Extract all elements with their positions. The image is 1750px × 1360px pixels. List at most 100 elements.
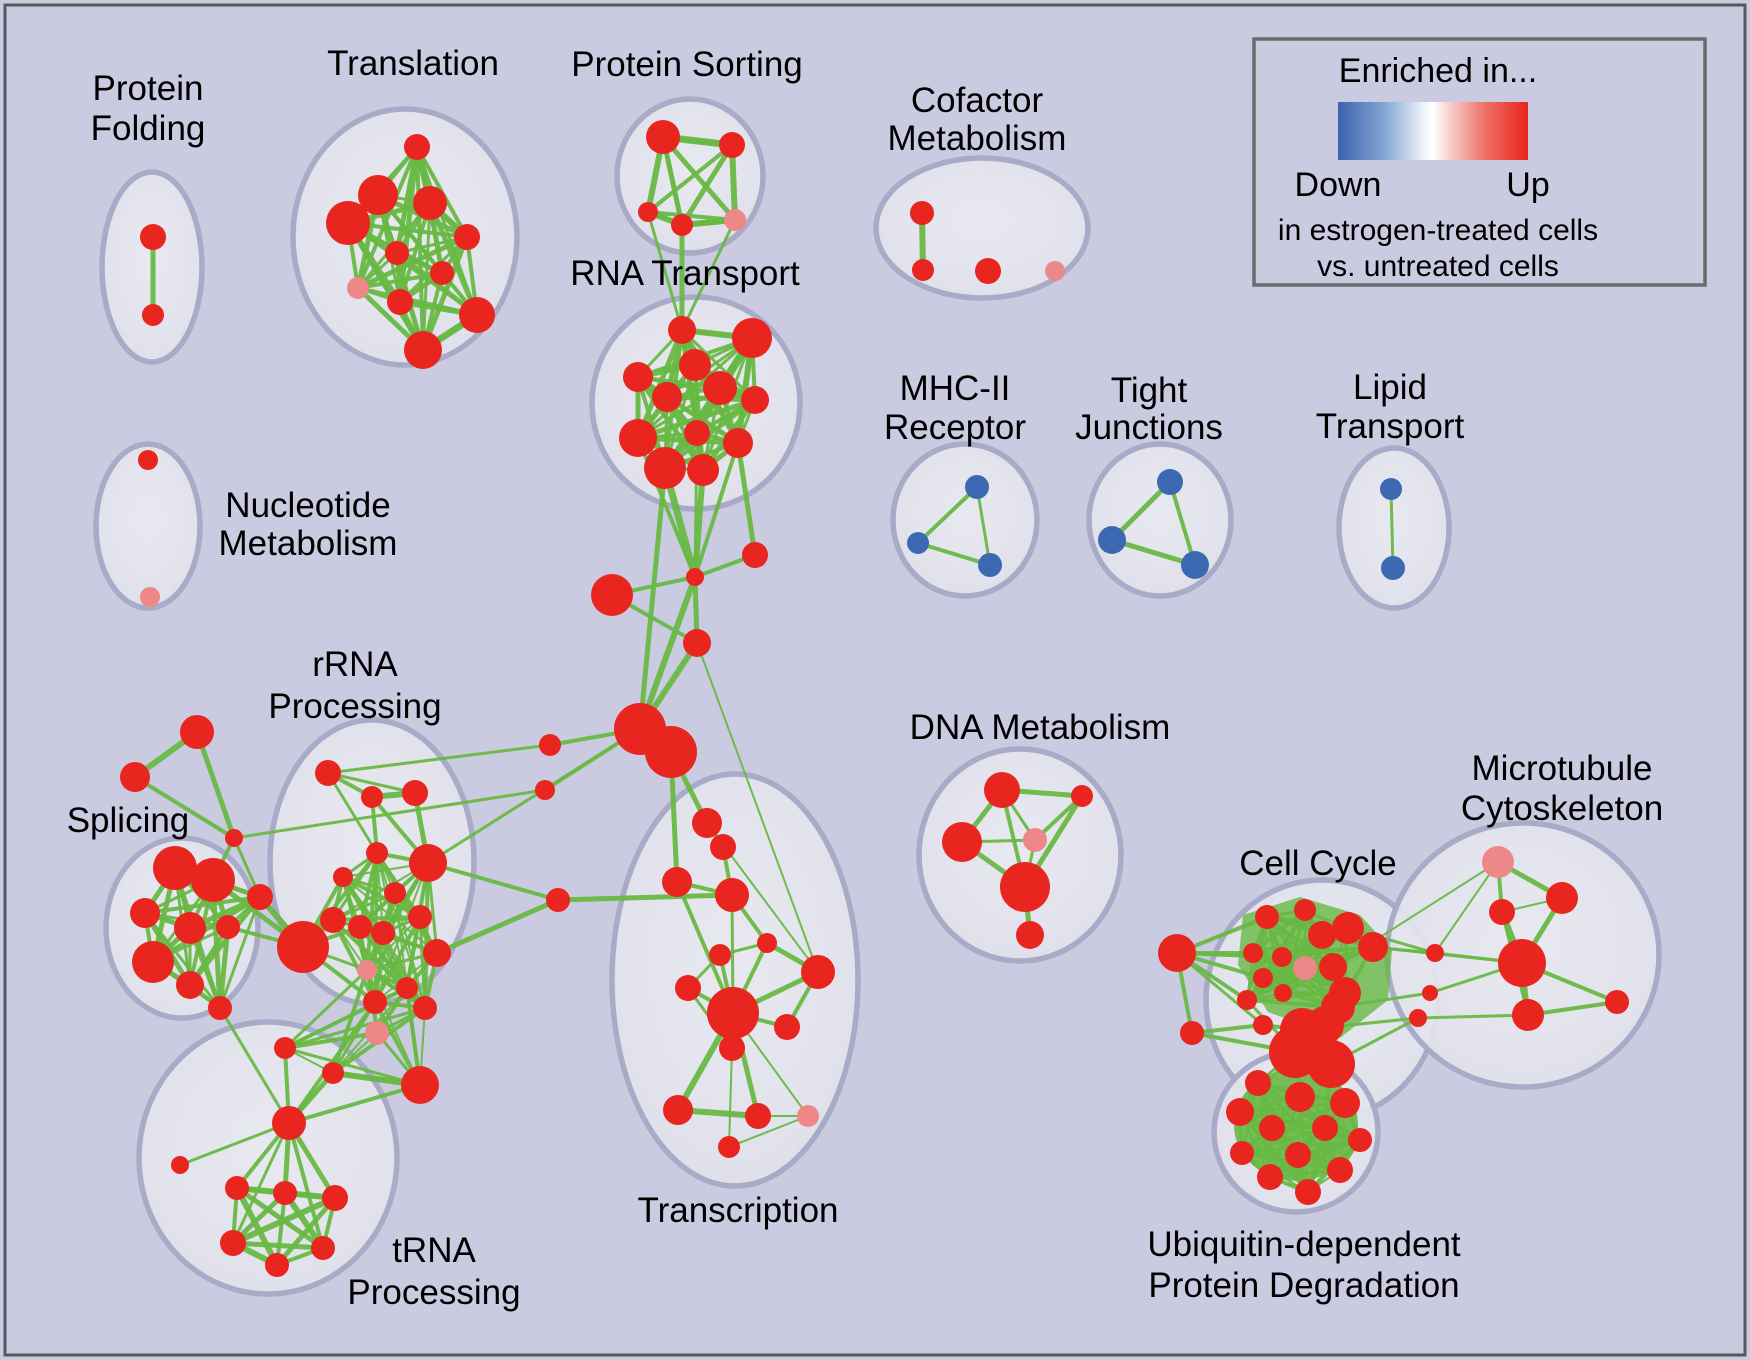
edge	[646, 210, 684, 332]
node-tj1	[1157, 469, 1183, 495]
edge	[680, 328, 757, 402]
cluster-label-rrna-processing: rRNA	[312, 645, 398, 684]
edge	[366, 916, 421, 971]
node-tr9	[387, 289, 413, 315]
node-cc13	[1274, 984, 1292, 1002]
node-cc3	[1255, 905, 1279, 929]
cluster-ellipse-trna-processing	[136, 1019, 400, 1297]
cluster-label-splicing: Splicing	[67, 801, 190, 840]
edge	[426, 727, 642, 865]
node-tn2	[273, 1181, 297, 1205]
node-tg2	[120, 762, 150, 792]
edge	[275, 1191, 287, 1267]
node-rr15	[423, 939, 451, 967]
edge	[234, 1185, 280, 1268]
node-tx5	[774, 1014, 800, 1040]
legend-gradient-bar	[1338, 102, 1528, 160]
node-mt1	[1482, 846, 1514, 878]
node-tr5	[454, 224, 480, 250]
cluster-ellipse-nucleotide-metabolism	[93, 441, 203, 611]
edge	[326, 771, 379, 855]
node-tg1	[180, 715, 214, 749]
node-mh2	[907, 532, 929, 554]
cluster-label-microtubule-cytoskeleton: Cytoskeleton	[1461, 789, 1663, 828]
edge	[1239, 1111, 1361, 1141]
edge	[660, 134, 738, 223]
node-cn2	[1422, 985, 1438, 1001]
cluster-label-cell-cycle: Cell Cycle	[1239, 844, 1397, 883]
legend-subtitle-line1: in estrogen-treated cells	[1278, 214, 1598, 247]
cluster-ellipse-tight-junctions	[1086, 441, 1234, 599]
node-ub3	[1330, 1088, 1360, 1118]
node-trh	[272, 1106, 306, 1140]
node-cc9	[1293, 956, 1317, 980]
node-tj2	[1098, 526, 1126, 554]
cluster-ellipse-mhc-ii-receptor	[890, 441, 1040, 599]
edge	[636, 375, 757, 402]
node-tr7	[430, 261, 454, 285]
node-lt1	[1380, 478, 1402, 500]
node-s2	[535, 780, 555, 800]
node-bt1	[274, 1037, 296, 1059]
node-tiso	[171, 1156, 189, 1174]
cluster-label-nucleotide-metabolism: Metabolism	[219, 524, 398, 563]
node-rr7	[384, 882, 406, 904]
node-cc5	[1332, 912, 1364, 944]
node-rr6	[409, 844, 447, 882]
node-cc11	[1358, 932, 1388, 962]
edge	[143, 911, 222, 1010]
node-tn3	[322, 1185, 348, 1211]
cluster-label-ubiquitin-dependent-protein-degradation: Protein Degradation	[1148, 1266, 1459, 1305]
edge	[418, 915, 427, 1010]
cluster-label-mhc-ii-receptor: MHC-II	[900, 369, 1011, 408]
edge	[728, 1115, 809, 1148]
edge	[1269, 1139, 1361, 1178]
node-cn3	[1409, 1009, 1427, 1027]
node-bt3	[401, 1066, 439, 1104]
legend-down-label: Down	[1295, 166, 1382, 204]
node-tn6	[265, 1253, 289, 1277]
node-ub0b	[1307, 1040, 1355, 1088]
node-cc17	[1253, 1015, 1273, 1035]
node-rr2	[361, 786, 383, 808]
legend-box	[1252, 37, 1707, 287]
node-rrh	[277, 921, 329, 973]
cluster-label-mhc-ii-receptor: Receptor	[884, 408, 1026, 447]
node-m4	[662, 867, 692, 897]
edge	[218, 895, 262, 1010]
edge	[555, 892, 735, 903]
node-bt2	[322, 1062, 344, 1084]
node-m1	[546, 888, 570, 912]
edge	[1168, 480, 1197, 567]
node-tx9	[797, 1105, 819, 1127]
node-bt4	[365, 1021, 389, 1045]
edge	[701, 336, 754, 472]
node-rt12	[687, 454, 719, 486]
node-ub1	[1245, 1070, 1271, 1096]
edge	[326, 743, 552, 775]
node-rr10	[371, 921, 395, 945]
node-rr13	[396, 977, 418, 999]
edge	[331, 968, 369, 1075]
node-tx7	[663, 1095, 693, 1125]
node-rr5	[333, 867, 353, 887]
node-ub9	[1285, 1142, 1311, 1168]
node-cf4	[1045, 261, 1065, 281]
node-cc19	[1306, 1006, 1344, 1044]
node-tj3	[1181, 551, 1209, 579]
edge	[283, 1006, 427, 1050]
node-mt5	[1512, 999, 1544, 1031]
edge	[1241, 1127, 1326, 1154]
node-ub2	[1285, 1082, 1315, 1112]
cluster-label-cofactor-metabolism: Metabolism	[888, 119, 1067, 158]
edge	[1434, 861, 1499, 954]
node-sp5	[216, 915, 240, 939]
edge	[635, 397, 758, 441]
edge	[637, 465, 668, 732]
node-ps2	[719, 132, 745, 158]
node-ps5	[724, 209, 746, 231]
node-cn1	[1426, 944, 1444, 962]
node-pf2	[142, 304, 164, 326]
node-ub7	[1348, 1128, 1372, 1152]
